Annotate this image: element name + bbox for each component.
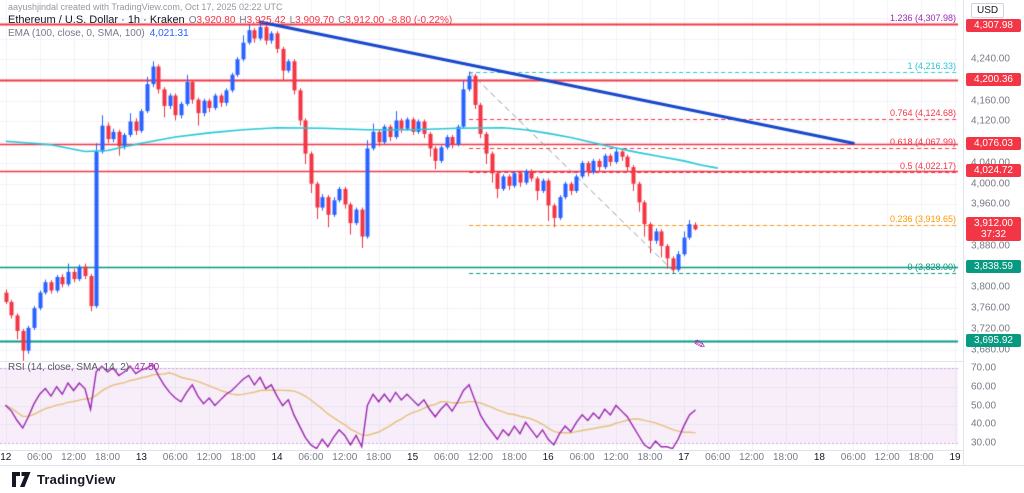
price-tick-label: 3,720.00 xyxy=(971,323,1010,335)
price-badge[interactable]: 3,912.00 37:32 xyxy=(966,217,1021,242)
time-label-hour: 12:00 xyxy=(739,452,765,463)
ohlc-letter: L xyxy=(289,15,296,26)
time-label-hour: 12:00 xyxy=(332,452,358,463)
rsi-label[interactable]: RSI (14, close, SMA, 14, 2) xyxy=(8,362,130,373)
time-axis-separator xyxy=(0,450,1024,451)
time-label-hour: 18:00 xyxy=(94,452,121,463)
ohlc-value: 3,909.70 xyxy=(295,15,335,26)
time-label-hour: 06:00 xyxy=(705,452,731,463)
time-label-hour: 12:00 xyxy=(61,452,87,463)
time-label-hour: 18:00 xyxy=(637,452,663,463)
price-tick-label: 3,880.00 xyxy=(971,240,1010,252)
price-tick-label: 4,120.00 xyxy=(971,115,1010,127)
time-label-day: 18 xyxy=(813,452,825,463)
price-tick-label: 3,680.00 xyxy=(971,344,1010,356)
ema-value: 4,021.31 xyxy=(149,28,189,39)
currency-button[interactable]: USD xyxy=(971,3,1005,18)
time-label-hour: 06:00 xyxy=(298,452,324,463)
rsi-tick-label: 40.00 xyxy=(971,418,997,430)
fib-level-label[interactable]: 0.618 (4,067.99) xyxy=(889,137,956,148)
time-label-hour: 18:00 xyxy=(366,452,392,463)
time-label-hour: 06:00 xyxy=(27,452,53,463)
time-label-hour: 06:00 xyxy=(433,452,460,463)
chart-legend: aayushjindal created with TradingView.co… xyxy=(8,2,452,39)
time-label-day: 13 xyxy=(135,452,147,463)
price-tick-label: 4,040.00 xyxy=(971,157,1010,169)
attribution-text: aayushjindal created with TradingView.co… xyxy=(8,2,283,12)
price-badge[interactable]: 4,200.36 xyxy=(966,72,1021,86)
symbol-ohlc-row: Ethereum / U.S. Dollar · 1h · Kraken O3,9… xyxy=(8,14,452,26)
price-tick-label: 3,800.00 xyxy=(971,281,1010,293)
time-label-day: 15 xyxy=(407,452,419,463)
ohlc-letter: C xyxy=(338,15,346,26)
price-tick-label: 4,000.00 xyxy=(971,178,1010,190)
ohlc-value: 3,920.80 xyxy=(196,15,236,26)
price-tick-label: 3,960.00 xyxy=(971,198,1010,210)
rsi-indicator-row: RSI (14, close, SMA, 14, 2) 47.50 xyxy=(8,362,159,373)
ohlc-letter: O xyxy=(188,15,197,26)
tradingview-logo-text[interactable]: TradingView xyxy=(37,472,116,487)
rsi-tick-label: 50.00 xyxy=(971,400,997,411)
time-label-hour: 06:00 xyxy=(162,452,188,463)
time-label-day: 16 xyxy=(542,452,554,463)
time-label-day: 14 xyxy=(271,452,283,463)
time-label-day: 19 xyxy=(949,452,961,463)
ohlc-value: 3,912.00 xyxy=(345,15,385,26)
fib-level-label[interactable]: 0 (3,828.00) xyxy=(907,261,956,272)
time-label-hour: 12:00 xyxy=(467,452,493,463)
time-label-hour: 18:00 xyxy=(230,452,256,463)
price-tick-label: 4,160.00 xyxy=(971,95,1010,107)
pane-separator[interactable] xyxy=(0,361,1024,362)
fib-level-label[interactable]: 1 (4,216.33) xyxy=(907,60,956,71)
time-label-hour: 18:00 xyxy=(908,452,934,463)
time-label-hour: 12:00 xyxy=(603,452,629,463)
price-tick-label: 3,760.00 xyxy=(971,302,1010,314)
rsi-tick-label: 30.00 xyxy=(971,437,997,449)
price-badge[interactable]: 4,076.03 xyxy=(966,137,1021,151)
time-label-hour: 06:00 xyxy=(569,452,595,463)
time-label-hour: 18:00 xyxy=(501,452,527,463)
time-axis[interactable]: 12 06:00 12:00 18:00 13 06:00 12:00 18:00 14 06:0… xyxy=(0,450,963,465)
time-label-day: 17 xyxy=(678,452,690,463)
symbol-title[interactable]: Ethereum / U.S. Dollar · 1h · Kraken xyxy=(8,14,185,26)
ema-label[interactable]: EMA (100, close, 0, SMA, 100) xyxy=(8,28,145,39)
rsi-tick-label: 70.00 xyxy=(971,362,997,374)
price-badge[interactable]: 3,695.92 xyxy=(966,334,1021,348)
tradingview-logo-icon[interactable] xyxy=(12,472,31,487)
fib-level-label[interactable]: 1.236 (4,307.98) xyxy=(889,13,956,23)
price-badge[interactable]: 3,838.59 xyxy=(966,260,1021,274)
fib-level-label[interactable]: 0.236 (3,919.65) xyxy=(889,214,956,225)
ohlc-values: O3,920.80 H3,925.42 L3,909.70 C3,912.00 -8.8… xyxy=(185,14,452,26)
ohlc-letter: H xyxy=(239,15,247,26)
ohlc-value: 3,925.42 xyxy=(246,15,286,26)
time-label-hour: 18:00 xyxy=(772,452,799,463)
time-label-day: 12 xyxy=(0,452,12,463)
bottom-toolbar: TradingView xyxy=(0,465,1024,493)
time-label-hour: 12:00 xyxy=(196,452,222,463)
time-label-hour: 06:00 xyxy=(840,452,866,463)
chart-canvas[interactable] xyxy=(0,0,963,450)
change-value: -8.80 (-0.22%) xyxy=(388,15,453,26)
price-tick-label: 4,240.00 xyxy=(971,53,1010,65)
fib-level-label[interactable]: 0.5 (4,022.17) xyxy=(899,161,956,172)
rsi-tick-label: 60.00 xyxy=(971,381,997,393)
fib-level-label[interactable]: 0.764 (4,124.68) xyxy=(889,108,956,119)
ema-indicator-row: EMA (100, close, 0, SMA, 100) 4,021.31 xyxy=(8,28,452,39)
time-label-hour: 12:00 xyxy=(874,452,900,463)
price-axis[interactable]: USD 4,240.00 4,160.00 4,120.00 4,040.00 4,00… xyxy=(963,0,1024,465)
price-badge[interactable]: 4,307.98 xyxy=(966,19,1021,32)
rsi-value: 47.50 xyxy=(134,362,160,373)
price-badge[interactable]: 4,024.72 xyxy=(966,163,1021,177)
